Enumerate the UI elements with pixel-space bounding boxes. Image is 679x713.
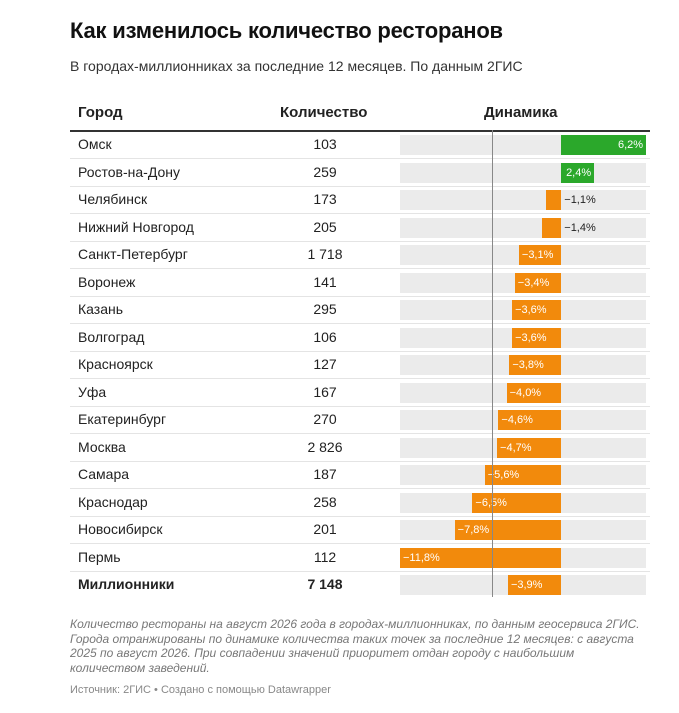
bar-background (400, 217, 646, 238)
change-label: −4,0% (509, 386, 542, 399)
restaurant-count: 106 (313, 328, 337, 345)
city-name: Казань (78, 301, 124, 317)
header-city: Город (78, 104, 123, 121)
change-label: −3,4% (517, 276, 550, 289)
bar-negative (506, 382, 562, 403)
city-name: Челябинск (78, 191, 148, 207)
bar-negative (400, 547, 562, 568)
bar-negative (518, 245, 562, 265)
restaurant-count: 141 (313, 273, 337, 290)
bar-background (400, 190, 646, 210)
bar-negative (498, 410, 562, 430)
restaurant-count: 259 (313, 163, 337, 180)
restaurant-count: 103 (313, 136, 337, 152)
bar-positive (561, 135, 646, 155)
restaurant-count: 127 (313, 356, 337, 372)
chart-title: Как изменилось количество ресторанов (70, 18, 503, 43)
table-row: Самара 187 −5,6% (70, 461, 650, 489)
table-row: Челябинск 173 −1,1% (70, 186, 650, 214)
change-label: −1,1% (564, 194, 596, 206)
city-name: Москва (78, 438, 126, 455)
restaurant-count: 205 (313, 218, 337, 235)
city-name: Краснодар (78, 493, 148, 510)
bar-negative (512, 300, 562, 320)
chart-notes: Количество рестораны на август 2026 года… (70, 617, 640, 675)
city-name: Ростов-на-Дону (78, 163, 180, 180)
table-row: Воронеж 141 −3,4% (70, 269, 650, 297)
change-label: 6,2% (618, 139, 644, 151)
table-row: Ростов-на-Дону 259 2,4% (70, 159, 650, 187)
table-row: Волгоград 106 −3,6% (70, 324, 650, 352)
table-header: Город Количество Динамика (70, 100, 650, 132)
table-row: Екатеринбург 270 −4,6% (70, 406, 650, 434)
table-row: Краснодар 258 −6,5% (70, 489, 650, 517)
table-row: Санкт-Петербург 1 718 −3,1% (70, 241, 650, 269)
bar-negative (542, 217, 562, 238)
table-row: Новосибирск 201 −7,8% (70, 516, 650, 544)
table-row: Казань 295 −3,6% (70, 296, 650, 324)
header-dynamics: Динамика (484, 104, 558, 121)
table-row: Москва 2 826 −4,7% (70, 434, 650, 462)
restaurant-count: 167 (313, 383, 337, 400)
bar-negative (514, 272, 562, 293)
restaurant-count: 173 (313, 191, 337, 207)
bar-background (400, 162, 646, 183)
city-name: Волгоград (78, 328, 145, 345)
restaurant-count: 7 148 (307, 576, 343, 592)
change-label: −7,8% (457, 524, 490, 536)
bar-positive (561, 162, 595, 183)
change-label: −3,9% (510, 579, 543, 591)
change-label: −6,5% (475, 497, 507, 509)
restaurant-count: 201 (313, 521, 337, 537)
bar-negative (512, 327, 562, 348)
table-row: Уфа 167 −4,0% (70, 379, 650, 407)
restaurant-count: 112 (313, 548, 337, 565)
change-label: −4,6% (501, 414, 533, 426)
restaurant-count: 1 718 (307, 246, 343, 262)
city-name: Уфа (78, 383, 107, 400)
bar-negative (454, 520, 562, 540)
city-name: Воронеж (78, 273, 136, 290)
table-row: Красноярск 127 −3,8% (70, 351, 650, 379)
change-label: −4,7% (500, 441, 532, 454)
bar-negative (472, 492, 562, 513)
city-name: Новосибирск (78, 521, 163, 537)
zero-line (492, 130, 493, 597)
city-name: Пермь (78, 548, 121, 565)
chart-subtitle: В городах-миллионниках за последние 12 м… (70, 58, 523, 74)
change-label: −5,6% (487, 469, 520, 481)
restaurant-count: 295 (313, 301, 337, 317)
table-row: Пермь 112 −11,8% (70, 544, 650, 572)
city-name: Нижний Новгород (78, 218, 194, 235)
city-name: Омск (78, 136, 112, 152)
city-name: Самара (78, 466, 130, 482)
change-label: −3,6% (515, 331, 547, 344)
city-name: Санкт-Петербург (78, 246, 188, 262)
change-label: −3,8% (512, 359, 544, 371)
change-label: −3,1% (521, 249, 554, 261)
bar-negative (546, 190, 562, 210)
city-name: Красноярск (78, 356, 153, 372)
total-row: Миллионники 7 148 −3,9% (70, 571, 650, 598)
change-label: −11,8% (403, 551, 440, 564)
bar-negative (484, 465, 562, 485)
chart-source: Источник: 2ГИС • Создано с помощью Dataw… (70, 684, 331, 696)
change-label: −1,4% (564, 221, 596, 234)
restaurant-count: 258 (313, 493, 337, 510)
bar-negative (509, 355, 562, 375)
change-label: −3,6% (515, 304, 547, 316)
table-row: Омск 103 6,2% (70, 131, 650, 159)
bar-negative (507, 575, 562, 595)
header-count: Количество (280, 104, 368, 121)
city-name: Екатеринбург (78, 411, 167, 427)
restaurant-count: 270 (313, 411, 337, 427)
change-label: 2,4% (566, 166, 592, 179)
table-row: Нижний Новгород 205 −1,4% (70, 214, 650, 242)
city-name: Миллионники (78, 576, 175, 592)
restaurant-count: 2 826 (307, 438, 343, 455)
bar-negative (497, 437, 562, 458)
restaurant-count: 187 (313, 466, 337, 482)
